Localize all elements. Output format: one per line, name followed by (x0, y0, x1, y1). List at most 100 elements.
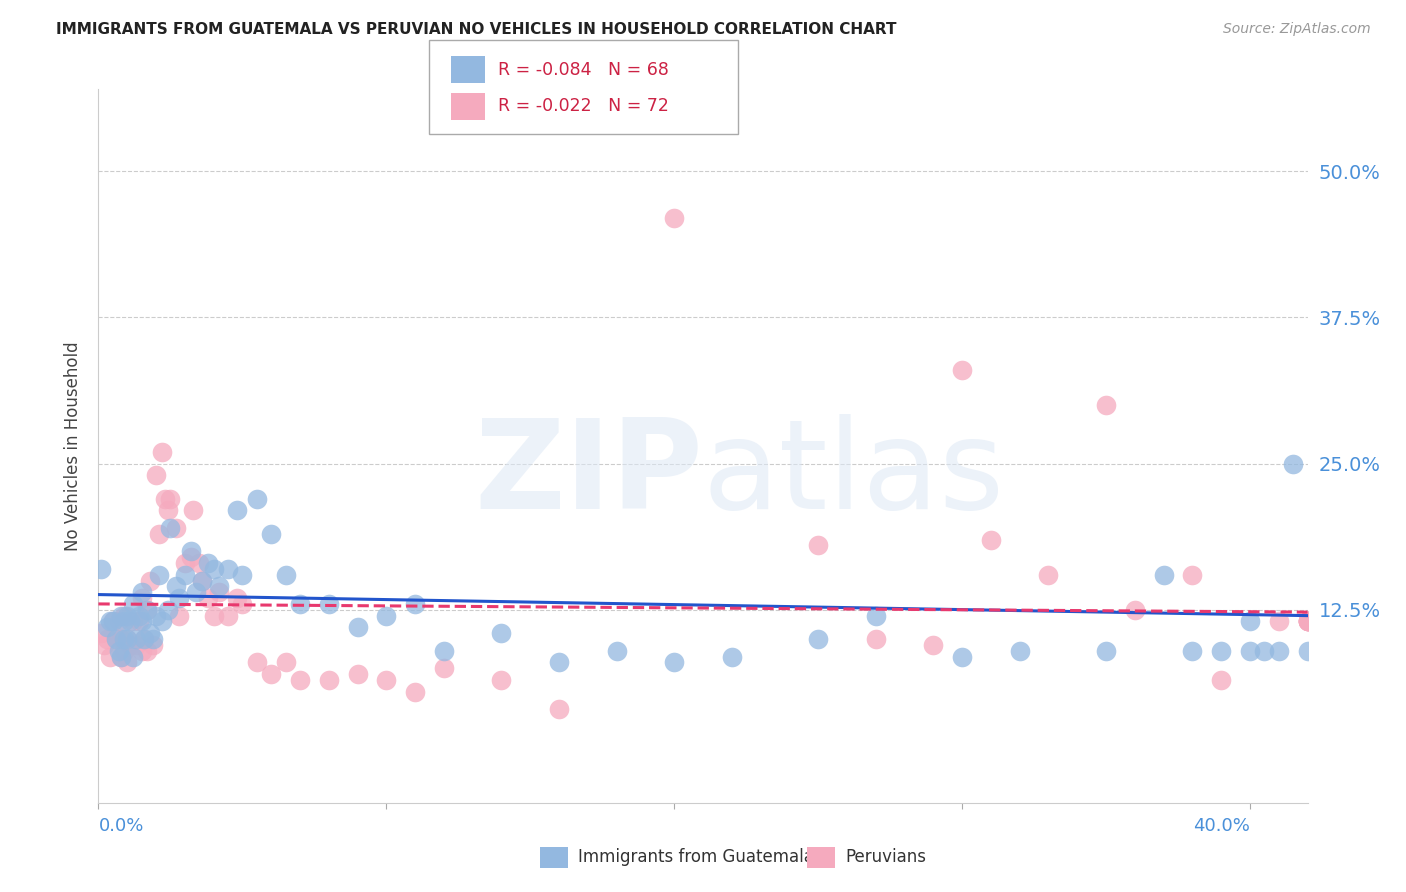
Point (131, 585, 153, 599)
Point (107, 644, 129, 658)
Point (1211, 673, 1233, 687)
Point (131, 591, 153, 605)
Point (156, 503, 179, 517)
Point (139, 574, 162, 588)
Point (136, 644, 159, 658)
Text: IMMIGRANTS FROM GUATEMALA VS PERUVIAN NO VEHICLES IN HOUSEHOLD CORRELATION CHART: IMMIGRANTS FROM GUATEMALA VS PERUVIAN NO… (56, 22, 897, 37)
Point (104, 632, 127, 646)
Point (807, 632, 830, 646)
Point (128, 608, 150, 623)
Point (346, 620, 368, 634)
Point (208, 579, 231, 593)
Point (131, 644, 153, 658)
Point (720, 649, 742, 664)
Point (188, 556, 211, 570)
Point (125, 638, 148, 652)
Point (225, 503, 247, 517)
Y-axis label: No Vehicles in Household: No Vehicles in Household (65, 341, 83, 551)
Point (548, 656, 571, 670)
Point (197, 591, 219, 605)
Point (150, 445, 173, 459)
Point (112, 644, 135, 658)
Point (128, 615, 150, 629)
Point (191, 574, 214, 588)
Point (115, 632, 138, 646)
Point (107, 615, 129, 629)
Point (548, 702, 571, 716)
Point (96, 632, 118, 646)
Point (1268, 615, 1291, 629)
Point (180, 550, 202, 565)
Point (104, 632, 127, 646)
Point (231, 597, 253, 611)
Point (139, 626, 162, 640)
Point (153, 491, 176, 506)
Point (1095, 398, 1118, 412)
Text: R = -0.022   N = 72: R = -0.022 N = 72 (498, 97, 669, 115)
Point (1296, 615, 1319, 629)
Point (197, 556, 219, 570)
Point (131, 615, 153, 629)
Point (1296, 615, 1319, 629)
Point (112, 632, 135, 646)
Point (404, 684, 426, 698)
Point (274, 656, 297, 670)
Text: atlas: atlas (703, 414, 1005, 535)
Point (90, 626, 112, 640)
Point (1253, 644, 1275, 658)
Point (125, 632, 148, 646)
Point (180, 544, 202, 558)
Point (318, 597, 340, 611)
Point (433, 644, 456, 658)
Point (110, 632, 132, 646)
Point (150, 615, 173, 629)
Point (1239, 644, 1261, 658)
Point (865, 632, 887, 646)
Point (807, 538, 830, 552)
Point (191, 574, 214, 588)
Point (110, 608, 132, 623)
Point (274, 567, 297, 582)
Point (1008, 644, 1031, 658)
Point (1296, 615, 1319, 629)
Point (491, 673, 513, 687)
Text: ZIP: ZIP (474, 414, 703, 535)
Point (865, 608, 887, 623)
Point (202, 562, 225, 576)
Point (122, 615, 145, 629)
Text: 40.0%: 40.0% (1194, 817, 1250, 835)
Point (1296, 615, 1319, 629)
Point (156, 603, 179, 617)
Point (145, 608, 167, 623)
Point (115, 632, 138, 646)
Point (1181, 644, 1204, 658)
Point (208, 585, 231, 599)
Point (96, 620, 118, 634)
Point (246, 491, 269, 506)
Point (112, 608, 135, 623)
Point (217, 562, 239, 576)
Text: Peruvians: Peruvians (845, 848, 927, 866)
Point (145, 468, 167, 483)
Point (980, 533, 1002, 547)
Point (167, 608, 190, 623)
Point (404, 597, 426, 611)
Point (98, 615, 121, 629)
Point (112, 615, 135, 629)
Point (165, 521, 187, 535)
Point (231, 567, 253, 582)
Point (922, 638, 945, 652)
Point (375, 608, 398, 623)
Point (115, 608, 138, 623)
Point (173, 556, 195, 570)
Point (101, 615, 124, 629)
Point (93, 638, 115, 652)
Point (260, 526, 283, 541)
Point (115, 656, 138, 670)
Point (186, 585, 208, 599)
Point (375, 673, 398, 687)
Point (110, 649, 132, 664)
Point (142, 632, 165, 646)
Point (165, 579, 187, 593)
Point (173, 567, 195, 582)
